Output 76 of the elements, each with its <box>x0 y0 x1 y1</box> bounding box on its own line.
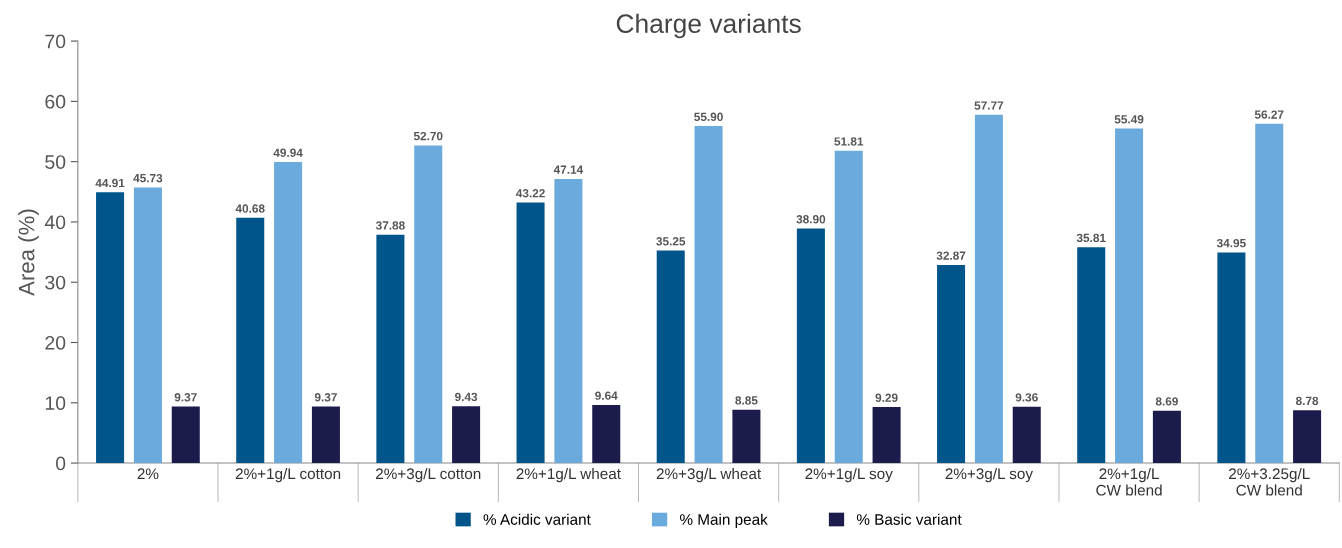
data-label: 57.77 <box>974 101 1004 110</box>
legend-label: % Acidic variant <box>483 513 591 525</box>
data-label: 35.81 <box>1076 233 1106 243</box>
bar <box>834 150 863 464</box>
bar <box>1012 406 1041 464</box>
bar <box>732 409 761 464</box>
x-tick-label: 2%+3g/L soy <box>945 467 1033 483</box>
bar <box>1115 128 1144 464</box>
data-label: 43.22 <box>515 189 545 198</box>
data-label: 52.70 <box>413 131 443 141</box>
data-label: 38.90 <box>796 215 826 224</box>
bar <box>656 250 685 464</box>
bar <box>694 126 723 464</box>
bar <box>376 234 405 464</box>
data-label: 55.90 <box>694 112 723 121</box>
data-label: 49.94 <box>273 148 303 157</box>
data-label: 32.87 <box>936 251 966 260</box>
bar <box>1293 410 1322 464</box>
data-label: 37.88 <box>375 221 405 230</box>
data-label: 47.14 <box>553 165 584 174</box>
y-tick-label: 60 <box>45 94 66 109</box>
data-label: 8.78 <box>1295 396 1319 406</box>
y-tick-label: 10 <box>45 396 66 411</box>
y-axis-title: Area (%) <box>18 209 39 296</box>
bar <box>311 406 340 464</box>
data-label: 45.73 <box>133 173 163 183</box>
data-label: 8.69 <box>1155 397 1178 406</box>
data-label: 9.37 <box>314 393 337 402</box>
y-tick-label: 70 <box>45 34 66 49</box>
bar <box>937 264 966 464</box>
x-tick-label: 2%+3g/L wheat <box>656 467 762 483</box>
data-label: 51.81 <box>834 137 864 146</box>
bar <box>96 192 125 464</box>
legend-label: % Basic variant <box>856 513 962 525</box>
chart-title: Charge variants <box>616 13 801 39</box>
x-tick-label: 2%+1g/L wheat <box>516 467 621 483</box>
legend-label: % Main peak <box>679 513 768 528</box>
data-label: 55.49 <box>1114 115 1144 124</box>
x-tick-label: 2%+3g/L cotton <box>376 467 481 483</box>
x-tick-label: 2% <box>137 468 159 480</box>
bar <box>1077 247 1106 464</box>
bar <box>414 145 443 464</box>
bar <box>1152 410 1181 464</box>
data-label: 44.91 <box>95 178 125 188</box>
x-tick-label: 2%+1g/L CW blend <box>1096 467 1162 496</box>
data-label: 56.27 <box>1254 110 1284 119</box>
y-tick-label: 20 <box>45 335 66 350</box>
y-tick-label: 30 <box>45 275 66 290</box>
bar <box>1255 123 1284 464</box>
x-tick-label: 2%+1g/L cotton <box>235 467 341 483</box>
bar <box>974 114 1003 464</box>
y-tick-label: 0 <box>55 456 66 471</box>
bar <box>452 406 481 464</box>
data-label: 34.95 <box>1216 238 1246 248</box>
data-label: 40.68 <box>235 204 265 213</box>
data-label: 8.85 <box>735 396 758 405</box>
bar <box>236 217 265 464</box>
y-tick-label: 40 <box>44 215 66 230</box>
data-label: 9.29 <box>875 393 898 402</box>
x-tick-label: 2%+3.25g/L CW blend <box>1229 467 1310 496</box>
data-label: 9.36 <box>1015 393 1038 402</box>
data-label: 9.64 <box>595 391 618 400</box>
bar <box>516 202 545 464</box>
bar <box>274 162 303 464</box>
x-tick-label: 2%+1g/L soy <box>805 467 893 483</box>
data-label: 9.43 <box>455 392 478 402</box>
y-tick-label: 50 <box>45 155 66 169</box>
data-label: 35.25 <box>656 237 686 246</box>
bar <box>796 228 825 464</box>
bar <box>1217 252 1246 464</box>
bar <box>171 406 200 464</box>
bar <box>133 187 162 464</box>
bar <box>872 407 901 464</box>
bar <box>592 404 621 464</box>
bar <box>554 178 583 464</box>
data-label: 9.37 <box>174 393 197 402</box>
